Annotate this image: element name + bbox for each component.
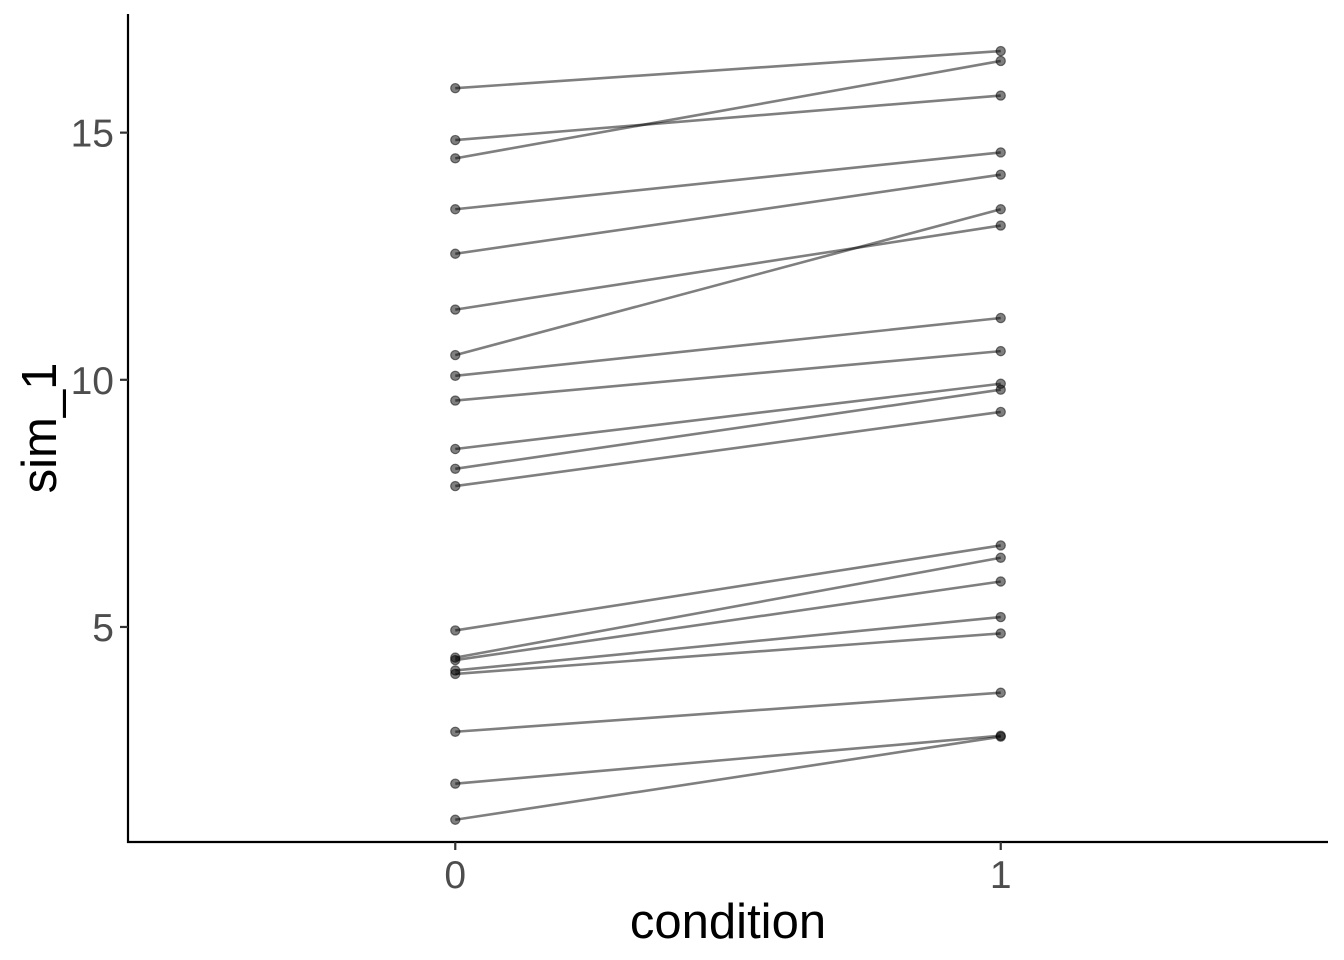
y-tick-label: 10 [71,360,114,403]
subject-pair-19 [450,730,1006,789]
subject-pair-6 [450,220,1006,315]
data-point-condition-1 [995,45,1006,57]
subject-pair-9 [450,345,1006,406]
series-line [455,632,1001,676]
data-point-condition-1 [995,552,1006,563]
series-line [454,208,1002,357]
y-axis-title: sim_1 [13,363,67,494]
data-point-condition-1 [995,406,1006,418]
data-point-condition-1 [995,55,1006,67]
data-point-condition-1 [995,204,1006,215]
data-point-condition-1 [995,220,1006,231]
data-point-condition-1 [995,540,1006,551]
subject-pair-2 [450,90,1006,146]
axis-ticks: 5 10 15 0 1 [71,113,1012,897]
series-line [455,615,1001,672]
series-line [455,94,1001,142]
data-point-condition-0 [450,668,461,680]
data-point-condition-1 [995,312,1006,324]
data-point-condition-0 [450,814,461,825]
data-point-condition-0 [450,349,461,361]
data-point-condition-0 [450,82,461,94]
series-line [455,316,1001,378]
data-point-condition-1 [995,628,1006,639]
data-point-condition-1 [995,687,1006,698]
data-marks [450,45,1006,825]
series-line [455,580,1001,662]
subject-pair-20 [450,731,1006,825]
x-axis-title: condition [630,895,826,949]
data-point-condition-1 [995,384,1006,395]
subject-pair-4 [450,147,1006,215]
subject-pair-1 [450,45,1006,94]
data-point-condition-1 [995,345,1006,357]
data-point-condition-1 [995,147,1006,158]
data-point-condition-0 [450,480,461,492]
subject-pair-3 [450,55,1006,164]
subject-pair-11 [450,384,1006,474]
series-line [455,151,1001,211]
series-line [455,691,1001,734]
subject-pair-17 [450,628,1006,680]
data-point-condition-0 [450,304,461,315]
data-point-condition-0 [450,248,461,259]
x-tick-label: 0 [444,854,466,897]
data-point-condition-0 [450,443,461,455]
data-point-condition-1 [995,90,1006,101]
series-line [455,734,1001,785]
data-point-condition-0 [450,654,461,666]
series-line [455,735,1001,822]
data-point-condition-0 [450,463,461,474]
series-line [455,173,1001,256]
y-tick-label: 15 [71,113,114,156]
data-point-condition-0 [450,370,461,382]
series-line [455,59,1001,160]
series-line [455,349,1001,402]
subject-pair-13 [450,540,1006,636]
series-line [455,556,1001,659]
data-point-condition-0 [450,134,461,146]
series-line [455,388,1001,471]
subject-pair-10 [450,378,1006,455]
subject-pair-14 [450,552,1006,663]
series-line [455,382,1001,451]
subject-pair-15 [450,576,1006,666]
series-line [455,410,1001,488]
data-point-condition-0 [450,778,461,789]
series-line [455,544,1001,632]
data-point-condition-0 [450,204,461,215]
subject-pair-12 [450,406,1006,492]
axes [126,14,1328,844]
data-point-condition-0 [450,153,461,164]
subject-pair-5 [450,169,1006,259]
subject-pair-8 [450,312,1006,382]
series-line [455,49,1001,90]
data-point-condition-0 [450,625,461,636]
series-line [455,224,1001,311]
subject-pair-18 [450,687,1006,737]
data-point-condition-1 [995,731,1006,742]
x-tick-label: 1 [990,854,1012,897]
data-point-condition-0 [450,395,461,406]
data-point-condition-1 [995,169,1006,180]
data-point-condition-1 [995,576,1006,587]
data-point-condition-1 [995,611,1006,623]
y-tick-label: 5 [92,607,114,650]
subject-pair-7 [450,204,1006,361]
data-point-condition-0 [450,726,461,737]
